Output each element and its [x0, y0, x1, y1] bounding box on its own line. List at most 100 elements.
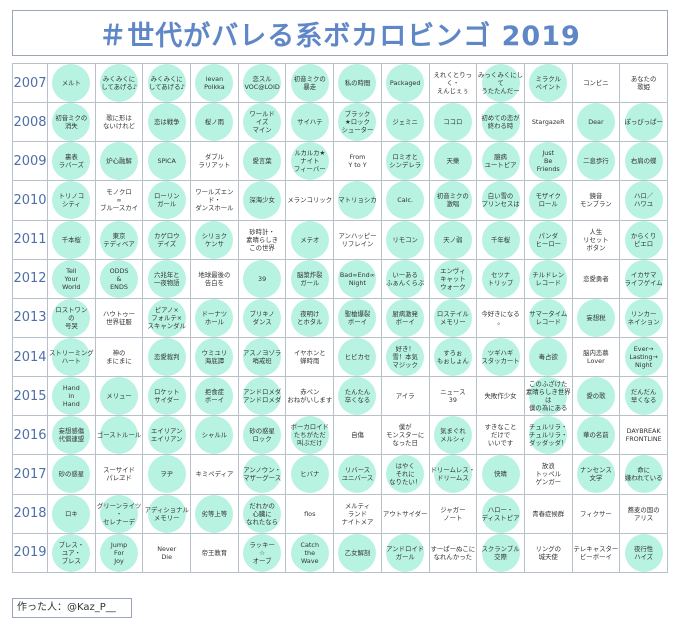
bingo-cell[interactable]: ラッキー ☆ オーブ — [237, 532, 287, 574]
bingo-cell[interactable]: ナンセンス 文学 — [571, 454, 621, 495]
bingo-cell[interactable]: Bad∞End∞ Night — [333, 258, 382, 299]
bingo-cell[interactable]: Calc. — [380, 180, 430, 221]
bingo-cell[interactable]: 脳内恋慕 Lover — [571, 336, 621, 378]
bingo-cell[interactable]: 乙女解剖 — [333, 532, 382, 574]
bingo-cell[interactable]: ドーナツ ホール — [190, 297, 239, 338]
bingo-cell[interactable]: 炉心融解 — [94, 141, 144, 182]
bingo-cell[interactable]: ウミユリ 海底譚 — [190, 336, 239, 378]
bingo-cell[interactable]: マトリョシカ — [333, 180, 382, 221]
bingo-cell[interactable]: flos — [285, 493, 335, 534]
bingo-cell[interactable]: 39 — [237, 258, 287, 299]
bingo-cell[interactable]: すきなこと だけで いいです — [476, 415, 525, 456]
bingo-cell[interactable]: キミペディア — [190, 454, 239, 495]
bingo-cell[interactable]: levan Polkka — [190, 62, 239, 104]
bingo-cell[interactable]: 命に 嫌われている — [619, 454, 668, 495]
bingo-cell[interactable]: 妄想感傷 代償連盟 — [47, 415, 96, 456]
bingo-cell[interactable]: ワールズエンド・ ダンスホール — [190, 180, 239, 221]
bingo-cell[interactable]: ルカルカ★ ナイト フィーバー — [285, 141, 335, 182]
bingo-cell[interactable]: 放浪 トッペル ゲンガー — [523, 454, 573, 495]
bingo-cell[interactable]: ハロー・ ディストピア — [476, 493, 525, 534]
bingo-cell[interactable]: 千本桜 — [47, 219, 96, 260]
bingo-cell[interactable]: フィクサー — [571, 493, 621, 534]
bingo-cell[interactable]: だんだん 早くなる — [619, 376, 668, 417]
bingo-cell[interactable]: ダブル ラリアット — [190, 141, 239, 182]
bingo-cell[interactable]: 赤ペン おねがいします — [285, 376, 335, 417]
bingo-cell[interactable]: Hand in Hand — [47, 376, 96, 417]
bingo-cell[interactable]: アンノウン・ マザーグース — [237, 454, 287, 495]
bingo-cell[interactable]: ワールド イズ マイン — [237, 102, 287, 143]
bingo-cell[interactable]: チュルリラ・ チュルリラ・ ダッダッダ！ — [523, 415, 573, 456]
bingo-cell[interactable]: えれくとりっく・ えんじぇぅ — [428, 62, 478, 104]
bingo-cell[interactable]: ヲヂ — [142, 454, 192, 495]
bingo-cell[interactable]: イカサマ ライフゲイム — [619, 258, 668, 299]
bingo-cell[interactable]: 臆病 ユートピア — [476, 141, 525, 182]
bingo-cell[interactable]: 気まぐれ メルシィ — [428, 415, 478, 456]
bingo-cell[interactable]: 今好きになる 。 — [476, 297, 525, 338]
bingo-cell[interactable]: 初めての恋が 終わる時 — [476, 102, 525, 143]
bingo-cell[interactable]: グリーンライツ ・ セレナーデ — [94, 493, 144, 534]
bingo-cell[interactable]: ジャガー ノート — [428, 493, 478, 534]
bingo-cell[interactable]: 天ノ弱 — [428, 219, 478, 260]
bingo-cell[interactable]: 初音ミクの 激唱 — [428, 180, 478, 221]
bingo-cell[interactable]: モノクロ ∞ ブルースカイ — [94, 180, 144, 221]
bingo-cell[interactable]: メルト — [47, 62, 96, 104]
bingo-cell[interactable]: Tell Your World — [47, 258, 96, 299]
bingo-cell[interactable]: みくみくに してあげる♪ — [94, 62, 144, 104]
bingo-cell[interactable]: アンハッピー リフレイン — [333, 219, 382, 260]
bingo-cell[interactable]: 人生 リセット ボタン — [571, 219, 621, 260]
bingo-cell[interactable]: ミラクル ペイント — [523, 62, 573, 104]
bingo-cell[interactable]: エンヴィ キャット ウォーク — [428, 258, 478, 299]
bingo-cell[interactable]: 好き！ 雪！本気 マジック — [380, 336, 430, 378]
bingo-cell[interactable]: Catch the Wave — [285, 532, 335, 574]
bingo-cell[interactable]: 砂時計・ 素晴らしき この世界 — [237, 219, 287, 260]
bingo-cell[interactable]: シャルル — [190, 415, 239, 456]
bingo-cell[interactable]: 千年桜 — [476, 219, 525, 260]
bingo-cell[interactable]: ブレス・ ユア・ ブレス — [47, 532, 96, 574]
bingo-cell[interactable]: 劣等上等 — [190, 493, 239, 534]
bingo-cell[interactable]: 歌に形は ないけれど — [94, 102, 144, 143]
bingo-cell[interactable]: サイハテ — [285, 102, 335, 143]
bingo-cell[interactable]: このふざけた 素晴らしき世界は 僕の為にある — [523, 376, 573, 417]
bingo-cell[interactable]: Ever→ Lasting→ Night — [619, 336, 668, 378]
bingo-cell[interactable]: ドリームレス・ ドリームス — [428, 454, 478, 495]
bingo-cell[interactable]: たんたん 卒くなる — [333, 376, 382, 417]
bingo-cell[interactable]: 白い雪の プリンセスは — [476, 180, 525, 221]
bingo-cell[interactable]: 妄想税 — [571, 297, 621, 338]
bingo-cell[interactable]: アディショナル メモリー — [142, 493, 192, 534]
bingo-cell[interactable]: アスノヨゾラ 哨戒班 — [237, 336, 287, 378]
bingo-cell[interactable]: ロステイル メモリー — [428, 297, 478, 338]
bingo-cell[interactable]: ブリキノ ダンス — [237, 297, 287, 338]
bingo-cell[interactable]: メランコリック — [285, 180, 335, 221]
bingo-cell[interactable]: ロキ — [47, 493, 96, 534]
bingo-cell[interactable]: ゴーストルール — [94, 415, 144, 456]
bingo-cell[interactable]: 六兆年と 一夜物語 — [142, 258, 192, 299]
bingo-cell[interactable]: 自傷 — [333, 415, 382, 456]
bingo-cell[interactable]: 蕎麦の国の アリス — [619, 493, 668, 534]
bingo-cell[interactable]: みっくみくにして うたたんだー — [476, 62, 525, 104]
bingo-cell[interactable]: みくみくに してあげる♪ — [142, 62, 192, 104]
bingo-cell[interactable]: セツナ トリップ — [476, 258, 525, 299]
bingo-cell[interactable]: Dear — [571, 102, 621, 143]
bingo-cell[interactable]: モザイク ロール — [523, 180, 573, 221]
bingo-cell[interactable]: Never Die — [142, 532, 192, 574]
bingo-cell[interactable]: Just Be Friends — [523, 141, 573, 182]
bingo-cell[interactable]: 愛の歌 — [571, 376, 621, 417]
bingo-cell[interactable]: 鏡音 モンブラン — [571, 180, 621, 221]
bingo-cell[interactable]: ジェミニ — [380, 102, 430, 143]
bingo-cell[interactable]: 華の名前 — [571, 415, 621, 456]
bingo-cell[interactable]: ロミオと シンデレラ — [380, 141, 430, 182]
bingo-cell[interactable]: シリョク ケンサ — [190, 219, 239, 260]
bingo-cell[interactable]: 砂の惑星 — [47, 454, 96, 495]
bingo-cell[interactable]: アウトサイダー — [380, 493, 430, 534]
bingo-cell[interactable]: 桜ノ雨 — [190, 102, 239, 143]
bingo-cell[interactable]: ツギハギ スタッカート — [476, 336, 525, 378]
bingo-cell[interactable]: いーある ふぁんくらぶ — [380, 258, 430, 299]
bingo-cell[interactable]: ブラック ★ロック シューター — [333, 102, 382, 143]
bingo-cell[interactable]: スーサイド パレヱド — [94, 454, 144, 495]
bingo-cell[interactable]: 恋愛勇者 — [571, 258, 621, 299]
bingo-cell[interactable]: 裏表 ラバーズ — [47, 141, 96, 182]
bingo-cell[interactable]: ロストワン の 号哭 — [47, 297, 96, 338]
bingo-cell[interactable]: 恋愛裁判 — [142, 336, 192, 378]
bingo-cell[interactable]: すろぉ もぉしょん — [428, 336, 478, 378]
bingo-cell[interactable]: 帝王教育 — [190, 532, 239, 574]
